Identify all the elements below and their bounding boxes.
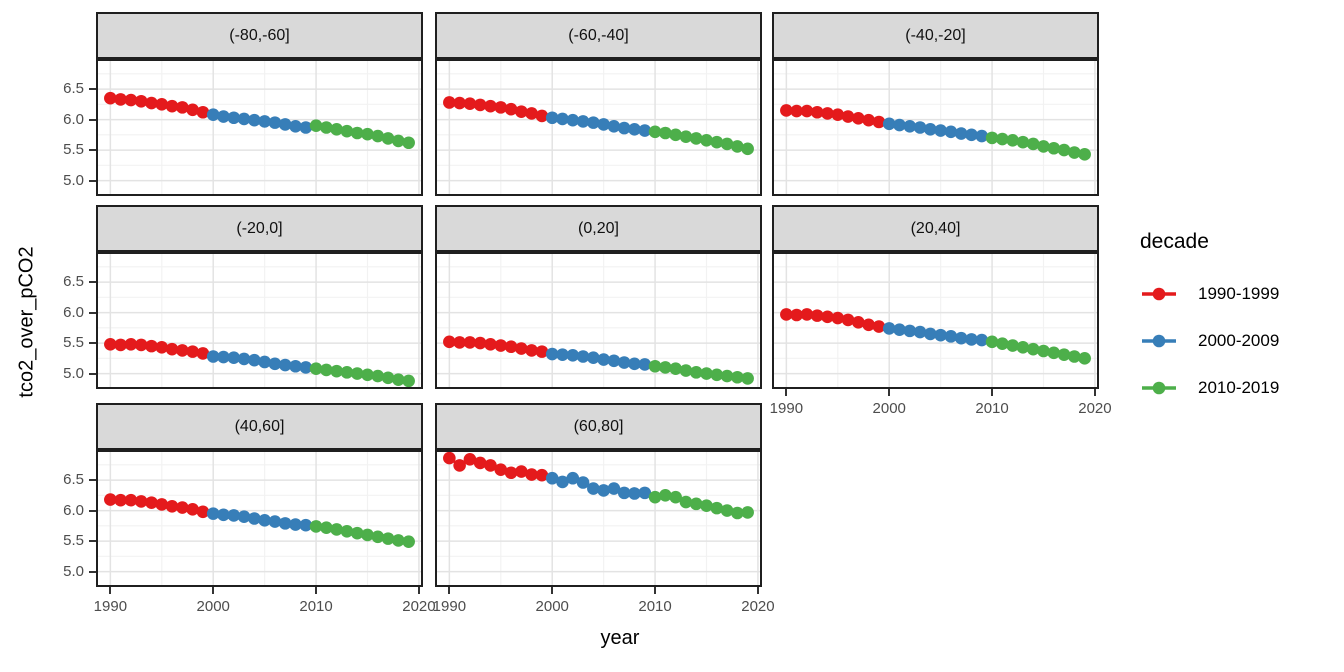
y-axis-tick — [89, 509, 96, 512]
x-axis-tick — [315, 587, 318, 594]
facet-strip: (-60,-40] — [435, 12, 762, 59]
facet-panel-20-40: (20,40] 1990 2000 2010 2020 — [770, 205, 1112, 417]
x-axis-title: year — [600, 627, 640, 649]
x-axis-tick — [109, 587, 112, 594]
x-axis-tick-label: 2000 — [535, 598, 569, 615]
facet-panel-neg80-neg60: (-80,-60] 6.5 6.0 5.5 5.0 — [63, 12, 423, 196]
x-axis-tick-label: 2010 — [975, 400, 1009, 417]
facet-panel-0-20: (0,20] — [435, 205, 762, 389]
facet-strip: (40,60] — [96, 403, 423, 450]
y-axis-tick — [89, 479, 96, 482]
y-axis-tick-label: 6.0 — [63, 110, 84, 128]
legend-key-line-point-icon — [1142, 287, 1176, 301]
y-axis-tick — [89, 540, 96, 543]
facet-strip-label: (-60,-40] — [568, 26, 629, 44]
legend-entry-label: 2000-2009 — [1198, 331, 1280, 350]
y-axis-tick — [89, 342, 96, 345]
y-axis-tick — [89, 149, 96, 152]
facet-strip-label: (-40,-20] — [905, 26, 966, 44]
legend-title: decade — [1140, 230, 1209, 253]
facet-strip: (-80,-60] — [96, 12, 423, 59]
legend-entry-label: 2010-2019 — [1198, 378, 1280, 397]
x-axis-tick-label: 2000 — [872, 400, 906, 417]
facet-panel-neg20-0: (-20,0] 6.5 6.0 5.5 5.0 — [63, 205, 423, 389]
facet-plot-area — [96, 252, 423, 389]
x-axis-tick-label: 2010 — [638, 598, 672, 615]
x-axis-tick-label: 2000 — [196, 598, 230, 615]
facet-plot-area — [772, 252, 1099, 389]
facet-plot-area — [435, 59, 762, 196]
x-axis-tick — [212, 587, 215, 594]
y-axis-tick-label: 6.0 — [63, 501, 84, 519]
facet-strip-label: (-20,0] — [236, 219, 283, 237]
facet-plot-area — [772, 59, 1099, 196]
x-axis-tick — [991, 389, 994, 396]
facet-plot-area — [435, 450, 762, 587]
y-axis-tick-label: 6.0 — [63, 303, 84, 321]
y-axis-tick-label: 5.0 — [63, 562, 84, 580]
y-axis-tick — [89, 570, 96, 573]
y-axis-tick — [89, 281, 96, 284]
x-axis-tick — [1093, 389, 1096, 396]
x-axis-tick — [654, 587, 657, 594]
legend-key-line-point-icon — [1142, 381, 1176, 395]
y-axis-tick-label: 5.0 — [63, 171, 84, 189]
x-axis-tick — [756, 587, 759, 594]
facet-panel-neg60-neg40: (-60,-40] — [435, 12, 762, 196]
y-axis-tick-label: 6.5 — [63, 273, 84, 291]
y-axis-title: tco2_over_pCO2 — [15, 246, 38, 398]
y-axis-tick-label: 5.0 — [63, 364, 84, 382]
y-axis-tick — [89, 88, 96, 91]
facet-plot-area — [96, 59, 423, 196]
facet-strip-label: (0,20] — [578, 219, 619, 237]
facet-strip: (0,20] — [435, 205, 762, 252]
x-axis-tick-label: 2020 — [402, 598, 436, 615]
facet-strip: (60,80] — [435, 403, 762, 450]
legend-entry-label: 1990-1999 — [1198, 284, 1280, 303]
facet-panel-40-60: (40,60] 6.5 6.0 5.5 5.0 1990 2000 2010 2020 — [63, 403, 436, 615]
facet-panel-60-80: (60,80] 1990 2000 2010 2020 — [433, 403, 775, 615]
x-axis-tick-label: 2020 — [1078, 400, 1112, 417]
facet-strip: (-40,-20] — [772, 12, 1099, 59]
y-axis-tick-label: 6.5 — [63, 471, 84, 489]
x-axis-tick-label: 1990 — [769, 400, 804, 417]
legend: decade 1990-1999 2000-2009 2010-2019 — [1140, 230, 1279, 425]
x-axis-tick — [551, 587, 554, 594]
x-axis-tick-label: 2020 — [741, 598, 775, 615]
facet-strip-label: (60,80] — [573, 417, 624, 435]
y-axis-tick-label: 5.5 — [63, 141, 84, 159]
x-axis-tick — [888, 389, 891, 396]
y-axis-tick-label: 6.5 — [63, 80, 84, 98]
legend-entry-2000-2009: 2000-2009 — [1140, 331, 1279, 351]
y-axis-tick-label: 5.5 — [63, 532, 84, 550]
legend-entry-1990-1999: 1990-1999 — [1140, 284, 1279, 304]
y-axis-tick — [89, 118, 96, 121]
legend-entry-2010-2019: 2010-2019 — [1140, 378, 1279, 398]
y-axis-tick — [89, 372, 96, 375]
facet-strip: (-20,0] — [96, 205, 423, 252]
facet-plot-area — [96, 450, 423, 587]
y-axis-tick — [89, 179, 96, 182]
x-axis-tick — [448, 587, 451, 594]
facet-strip-label: (40,60] — [234, 417, 285, 435]
x-axis-tick — [785, 389, 788, 396]
x-axis-tick-label: 2010 — [299, 598, 333, 615]
y-axis-tick-label: 5.5 — [63, 334, 84, 352]
facet-strip-label: (20,40] — [910, 219, 961, 237]
facet-strip-label: (-80,-60] — [229, 26, 290, 44]
y-axis-tick — [89, 311, 96, 314]
legend-key-line-point-icon — [1142, 334, 1176, 348]
facet-panel-neg40-neg20: (-40,-20] — [772, 12, 1099, 196]
facet-plot-area — [435, 252, 762, 389]
x-axis-tick — [417, 587, 420, 594]
facet-strip: (20,40] — [772, 205, 1099, 252]
x-axis-tick-label: 1990 — [432, 598, 467, 615]
x-axis-tick-label: 1990 — [93, 598, 128, 615]
